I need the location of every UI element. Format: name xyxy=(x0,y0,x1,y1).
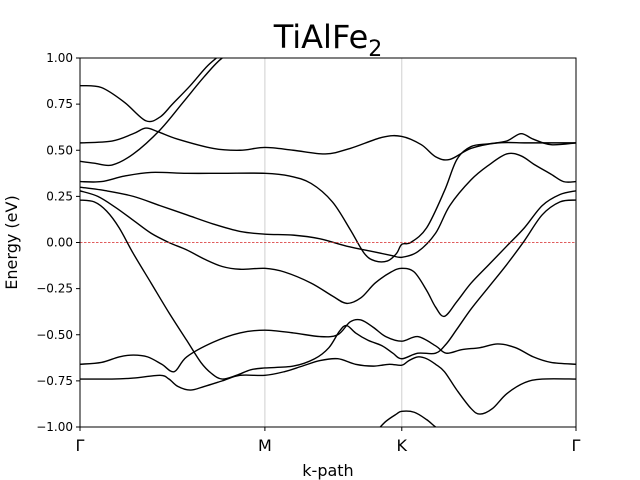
band-line-6 xyxy=(80,190,576,318)
chart-title: TiAlFe2 xyxy=(273,18,383,62)
y-axis-title: Energy (eV) xyxy=(2,195,21,289)
band-line-5 xyxy=(80,152,576,259)
x-tick-label-0: Γ xyxy=(76,436,85,455)
band-line-1 xyxy=(80,58,218,123)
band-line-9 xyxy=(80,356,576,415)
band-line-4 xyxy=(80,132,576,263)
y-tick-label-3: 0.25 xyxy=(46,189,73,203)
band-line-3 xyxy=(80,58,224,167)
x-axis-title: k-path xyxy=(302,461,353,480)
y-tick-label-8: −1.00 xyxy=(36,420,73,434)
band-lines xyxy=(80,58,576,427)
y-axis: 1.00 0.75 0.50 0.25 0.00 −0.25 −0.50 −0.75 −1.00 xyxy=(36,51,80,434)
band-line-8 xyxy=(80,318,576,373)
y-tick-label-1: 0.75 xyxy=(46,97,73,111)
y-tick-label-5: −0.25 xyxy=(36,282,73,296)
chart-title-main: TiAlFe xyxy=(273,18,369,56)
y-tick-label-7: −0.75 xyxy=(36,374,73,388)
chart-title-subscript: 2 xyxy=(368,37,382,62)
band-line-7 xyxy=(80,199,576,380)
x-tick-label-2: K xyxy=(397,436,408,455)
plot-area xyxy=(79,57,577,428)
x-tick-label-1: M xyxy=(258,436,272,455)
band-line-2 xyxy=(80,127,576,161)
y-tick-label-6: −0.50 xyxy=(36,328,73,342)
x-tick-label-3: Γ xyxy=(572,436,581,455)
band-line-10 xyxy=(379,410,437,427)
y-tick-label-0: 1.00 xyxy=(46,51,73,65)
y-tick-label-4: 0.00 xyxy=(46,236,73,250)
y-tick-label-2: 0.50 xyxy=(46,143,73,157)
